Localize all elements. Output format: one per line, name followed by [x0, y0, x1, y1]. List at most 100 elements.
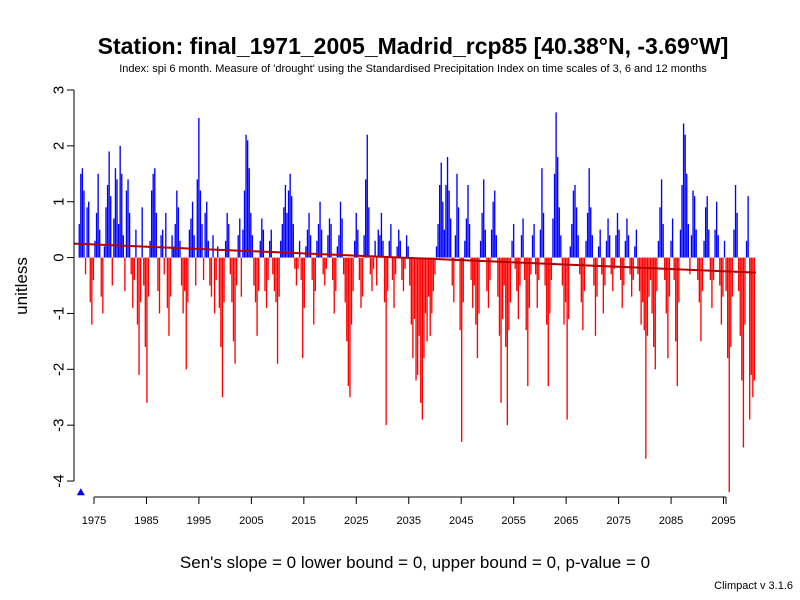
bar-191	[379, 235, 381, 258]
bar-245	[464, 240, 466, 258]
bar-419	[738, 257, 740, 292]
bar-397	[703, 240, 705, 258]
bar-198	[390, 224, 392, 258]
trend-line	[73, 242, 757, 274]
bar-425	[747, 196, 749, 258]
bar-350	[629, 257, 631, 275]
x-tick-label-6: 2035	[397, 515, 421, 527]
bar-147	[309, 235, 312, 258]
bar-346	[623, 257, 625, 286]
bar-197	[388, 240, 390, 258]
bar-327	[593, 257, 595, 286]
bar-358	[642, 257, 644, 303]
bar-164	[336, 246, 339, 258]
bar-180	[361, 257, 364, 297]
bar-310	[566, 257, 568, 420]
bar-226	[434, 257, 436, 275]
bar-126	[276, 257, 279, 364]
bar-201	[394, 257, 397, 275]
bar-162	[333, 257, 335, 314]
bar-295	[542, 212, 545, 258]
bar-177	[357, 229, 359, 258]
bar-307	[561, 257, 564, 286]
bar-215	[416, 257, 419, 375]
bar-359	[643, 257, 645, 331]
bar-289	[533, 224, 535, 258]
bar-203	[398, 229, 400, 258]
bar-361	[646, 257, 649, 336]
bar-146	[308, 212, 310, 258]
bar-61	[174, 224, 176, 258]
bar-253	[476, 257, 479, 359]
bar-67	[184, 257, 186, 292]
bar-74	[195, 257, 197, 286]
bar-101	[237, 235, 239, 258]
bar-393	[697, 257, 699, 280]
bar-179	[360, 257, 362, 308]
bar-102	[239, 218, 241, 258]
bar-170	[346, 257, 348, 342]
bar-65	[180, 257, 183, 286]
bar-287	[530, 257, 532, 275]
bar-386	[686, 173, 688, 258]
bar-370	[660, 179, 663, 258]
bar-406	[717, 235, 719, 258]
bar-95	[228, 224, 230, 258]
bar-184	[368, 207, 370, 258]
bar-333	[602, 257, 605, 314]
bar-288	[531, 235, 534, 258]
marker-triangle	[76, 488, 85, 496]
bar-344	[619, 257, 622, 280]
bar-114	[258, 257, 260, 292]
bar-174	[352, 257, 354, 292]
bar-55	[165, 212, 167, 258]
bar-133	[287, 190, 290, 258]
bar-210	[409, 257, 411, 286]
bar-117	[262, 229, 265, 258]
bar-137	[294, 257, 296, 269]
bar-140	[298, 240, 301, 258]
bar-53	[161, 229, 164, 258]
bar-391	[693, 196, 696, 258]
bar-357	[640, 257, 642, 325]
bar-403	[712, 257, 715, 280]
bar-417	[734, 184, 737, 258]
bar-380	[676, 257, 678, 387]
bar-54	[163, 257, 165, 275]
bar-48	[154, 168, 156, 258]
y-axis: -4 -3 -2 -1 0 1 2 3	[50, 86, 75, 488]
bar-304	[557, 157, 559, 258]
bar-356	[638, 257, 641, 292]
bar-58	[169, 257, 172, 297]
bar-24	[116, 179, 118, 258]
bar-151	[316, 240, 318, 258]
bar-8	[91, 257, 93, 325]
bar-32	[128, 212, 131, 258]
bar-235	[448, 190, 450, 258]
bar-371	[662, 224, 664, 258]
bar-112	[254, 257, 257, 303]
bar-116	[261, 218, 263, 258]
x-tick-label-4: 2015	[292, 515, 316, 527]
bar-188	[374, 240, 376, 258]
bar-355	[637, 257, 639, 275]
bar-410	[723, 240, 726, 258]
bar-192	[380, 212, 383, 258]
y-tick-label-7: 3	[50, 86, 67, 94]
bar-40	[141, 207, 143, 258]
bar-418	[736, 212, 738, 258]
bar-348	[626, 218, 628, 258]
bar-290	[534, 257, 537, 275]
bar-37	[136, 257, 139, 325]
bar-181	[363, 235, 365, 258]
bar-77	[199, 190, 202, 258]
x-tick-label-10: 2075	[606, 515, 630, 527]
bar-38	[138, 257, 140, 375]
bar-319	[580, 257, 582, 303]
bar-42	[144, 257, 147, 347]
bar-377	[671, 218, 674, 258]
x-tick-label-0: 1975	[82, 515, 106, 527]
bar-51	[158, 257, 161, 314]
bar-34	[132, 257, 134, 308]
